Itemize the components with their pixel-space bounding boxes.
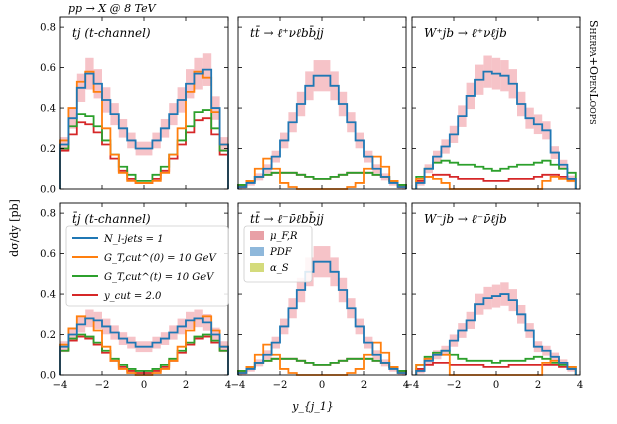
series-line-3 (59, 109, 229, 189)
legend-uncertainty: μ_F,R PDF α_S (243, 225, 313, 283)
series-line-1 (59, 317, 229, 375)
panel-title: t̄j (t-channel) (72, 210, 151, 226)
panel-2: tt̄ → ℓ⁺νℓbb̄jj (237, 16, 407, 190)
legend-label: y_cut = 2.0 (103, 291, 162, 302)
process-label: pp → X @ 8 TeV (68, 2, 157, 15)
series-line-1 (59, 68, 229, 189)
y-tick-label: 0.8 (40, 209, 56, 220)
legends: N_l-jets = 1 G_T,cut^(0) = 10 GeV G_T,cut^… (65, 225, 313, 307)
x-tick-label: −2 (447, 380, 462, 391)
y-tick-label: 0.2 (40, 144, 56, 155)
legend-swatch (250, 231, 264, 240)
legend-label: G_T,cut^(0) = 10 GeV (104, 253, 218, 264)
legend-swatch (250, 263, 264, 272)
panel-frame (59, 16, 229, 190)
panel-4: t̄j (t-channel) −4 −2 0 2 4 0.0 0.2 0.4 0.6 0.8 (40, 202, 231, 391)
legend-cuts: N_l-jets = 1 G_T,cut^(0) = 10 GeV G_T,cut^… (65, 225, 229, 307)
x-tick-label: −4 (231, 380, 246, 391)
x-tick-label: 4 (577, 380, 583, 391)
x-axis-label: y_{j_1} (291, 400, 334, 413)
series-line-1 (237, 74, 407, 189)
x-tick-label: 4 (225, 380, 231, 391)
x-tick-label: 2 (361, 380, 367, 391)
y-tick-label: 0.6 (40, 63, 56, 74)
legend-swatch (250, 247, 264, 256)
panel-title: W⁻jb → ℓ⁻ν̄ℓjb (424, 212, 507, 226)
y-tick-label: 0.6 (40, 249, 56, 260)
y-tick-label: 0.4 (40, 104, 56, 115)
x-tick-label: −4 (405, 380, 420, 391)
legend-label: G_T,cut^(t) = 10 GeV (104, 272, 215, 283)
series-line-4 (415, 173, 577, 189)
y-tick-label: 0.0 (40, 185, 56, 196)
y-tick-label: 0.4 (40, 290, 56, 301)
x-tick-label: 4 (403, 380, 409, 391)
x-tick-label: −2 (95, 380, 110, 391)
series-line-3 (415, 159, 577, 189)
panel-title: W⁺jb → ℓ⁺νℓjb (424, 26, 507, 40)
series-line-1 (237, 260, 407, 375)
panel-3: W⁺jb → ℓ⁺νℓjb (411, 16, 581, 190)
x-tick-label: 2 (183, 380, 189, 391)
x-tick-label: 2 (535, 380, 541, 391)
panel-title: tj (t-channel) (72, 26, 151, 40)
x-tick-label: −4 (53, 380, 68, 391)
generator-label: Sherpa+OpenLoops (587, 20, 600, 125)
legend-label: α_S (270, 263, 289, 274)
x-tick-label: 0 (319, 380, 325, 391)
series-line-1 (415, 293, 577, 375)
x-tick-label: −2 (273, 380, 288, 391)
legend-label: μ_F,R (270, 231, 298, 242)
series-line-1 (415, 70, 577, 189)
y-tick-label: 0.0 (40, 371, 56, 382)
panel-title: tt̄ → ℓ⁺νℓbb̄jj (250, 24, 324, 40)
legend-frame (65, 225, 229, 307)
series-line-3 (59, 333, 229, 375)
y-tick-label: 0.2 (40, 330, 56, 341)
panel-1: tj (t-channel) 0.0 0.2 0.4 0.6 0.8 (40, 16, 229, 196)
panel-title: tt̄ → ℓ⁻ν̄ℓbb̄jj (250, 210, 324, 226)
series-line-3 (415, 349, 577, 375)
legend-label: PDF (269, 247, 293, 258)
x-tick-label: 0 (493, 380, 499, 391)
panel-5: tt̄ → ℓ⁻ν̄ℓbb̄jj −4 −2 0 2 4 (231, 202, 409, 391)
y-tick-label: 0.8 (40, 23, 56, 34)
y-axis-label: dσ/dy [pb] (8, 199, 21, 257)
panel-6: W⁻jb → ℓ⁻ν̄ℓjb −4 −2 0 2 4 (405, 202, 583, 391)
panels: tj (t-channel) 0.0 0.2 0.4 0.6 0.8 tt̄ → ℓ⁺νℓb… (40, 16, 583, 391)
legend-label: N_l-jets = 1 (103, 234, 164, 245)
x-tick-label: 0 (141, 380, 147, 391)
